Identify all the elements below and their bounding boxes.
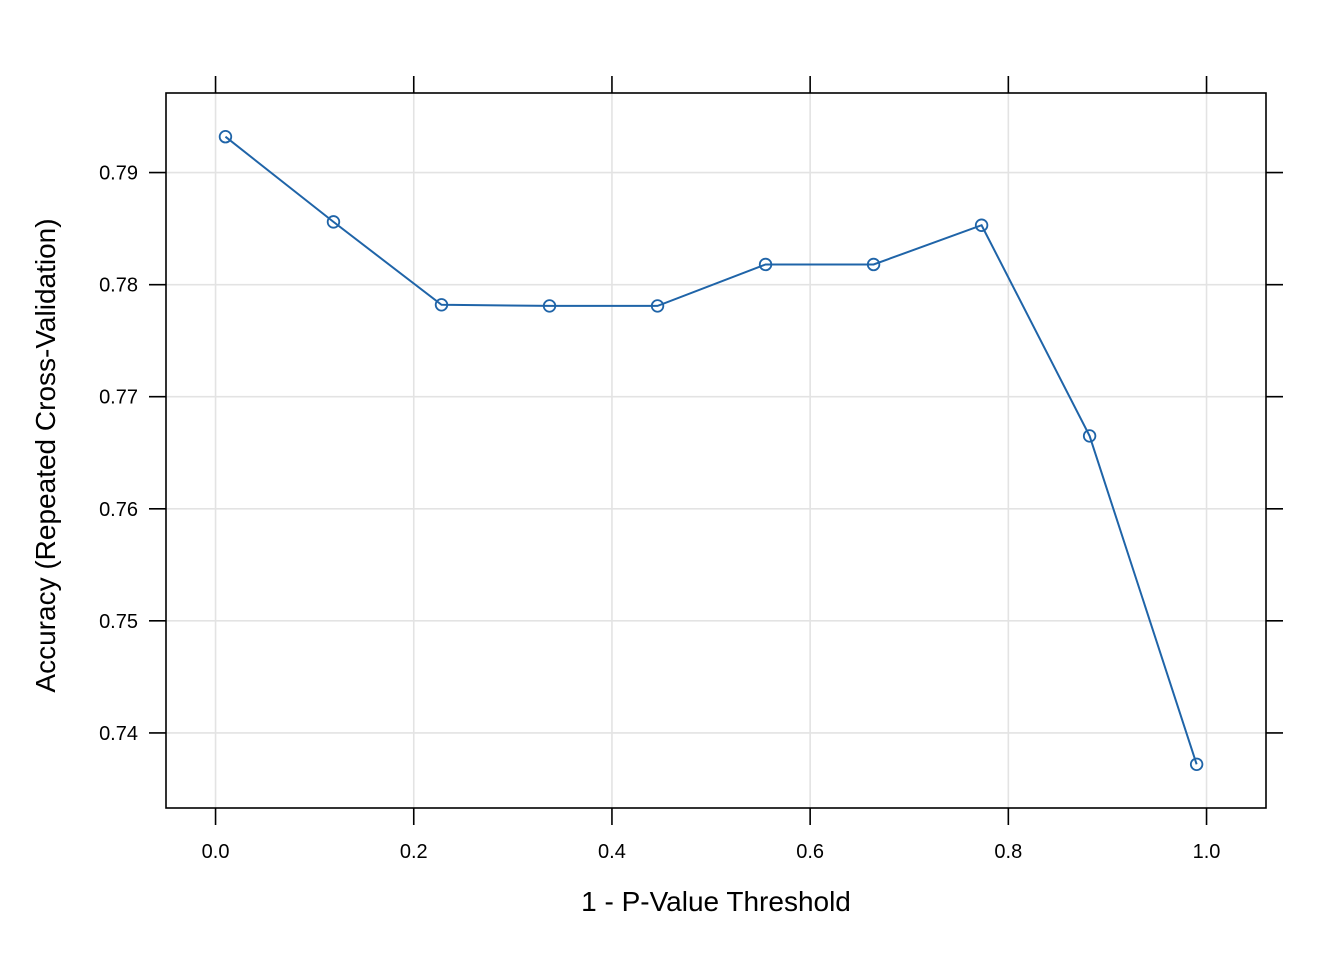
y-axis-title: Accuracy (Repeated Cross-Validation) xyxy=(30,218,61,692)
series-line xyxy=(224,135,1198,765)
axis-ticks xyxy=(149,76,1283,825)
y-tick-label: 0.79 xyxy=(99,163,138,185)
y-tick-label: 0.74 xyxy=(99,723,138,745)
data-point-marker xyxy=(1189,757,1204,771)
data-point-marker xyxy=(218,130,233,144)
y-tick-label: 0.77 xyxy=(99,387,138,409)
y-tick-label: 0.78 xyxy=(99,275,138,297)
x-tick-label: 0.8 xyxy=(994,841,1022,863)
x-tick-label: 0.6 xyxy=(796,841,824,863)
y-tick-label: 0.75 xyxy=(99,611,138,633)
y-tick-label: 0.76 xyxy=(99,499,138,521)
tick-labels: 0.0 0.2 0.4 0.6 0.8 1.0 0.74 0.75 0.76 0.77 0.78 0.… xyxy=(99,163,1220,863)
data-point-marker xyxy=(974,218,989,232)
series-layer xyxy=(218,130,1204,771)
x-axis-title: 1 - P-Value Threshold xyxy=(581,886,851,917)
x-tick-label: 1.0 xyxy=(1193,841,1221,863)
data-point-marker xyxy=(542,299,557,313)
data-point-marker xyxy=(326,215,341,229)
data-point-marker xyxy=(650,299,665,313)
data-point-marker xyxy=(758,257,773,272)
data-point-marker xyxy=(1082,429,1097,443)
grid-lines xyxy=(166,93,1266,808)
x-tick-label: 0.2 xyxy=(400,841,428,863)
data-point-marker xyxy=(434,298,449,312)
x-tick-label: 0.4 xyxy=(598,841,626,863)
x-tick-label: 0.0 xyxy=(202,841,230,863)
data-point-marker xyxy=(866,257,881,272)
plot-frame xyxy=(165,92,1267,809)
